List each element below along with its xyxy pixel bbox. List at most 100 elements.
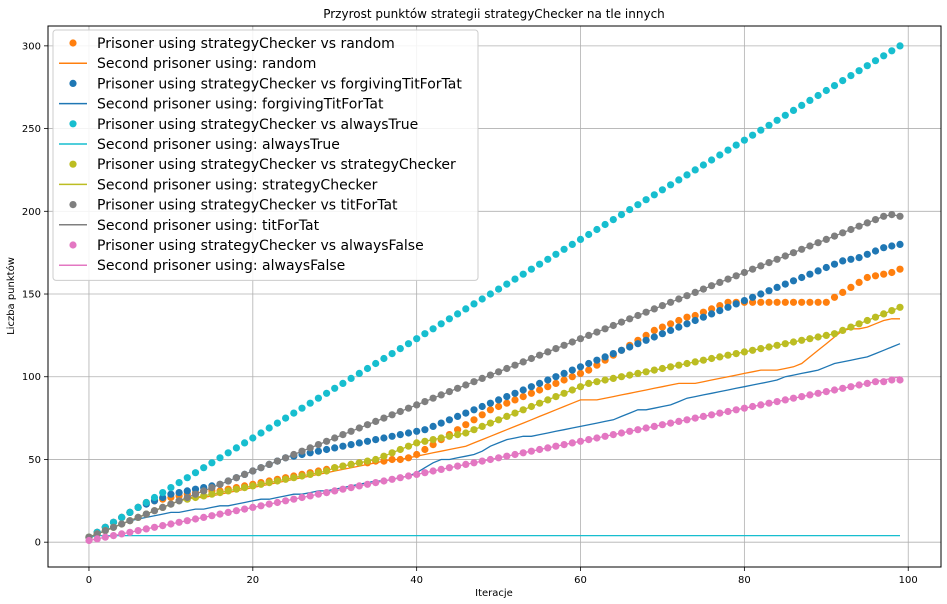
data-point bbox=[224, 508, 232, 516]
data-point bbox=[683, 171, 691, 179]
data-point bbox=[814, 389, 822, 397]
data-point bbox=[257, 429, 265, 437]
data-point bbox=[511, 361, 519, 369]
data-point bbox=[585, 230, 593, 239]
series-line-5 bbox=[88, 534, 900, 538]
data-point bbox=[798, 245, 806, 253]
data-point bbox=[486, 399, 494, 407]
data-point bbox=[396, 445, 404, 454]
data-point bbox=[150, 523, 159, 531]
data-point bbox=[634, 311, 642, 320]
data-point bbox=[323, 437, 331, 445]
data-point bbox=[306, 444, 314, 452]
data-point bbox=[314, 490, 322, 498]
legend-label: Prisoner using strategyChecker vs always… bbox=[97, 117, 418, 133]
data-point bbox=[257, 480, 265, 488]
data-point bbox=[519, 393, 527, 401]
data-point bbox=[667, 363, 675, 371]
data-point bbox=[683, 359, 691, 368]
data-point bbox=[806, 242, 814, 250]
data-point bbox=[200, 464, 208, 472]
data-point bbox=[290, 495, 298, 503]
data-point bbox=[601, 353, 609, 361]
data-point bbox=[757, 345, 765, 353]
y-axis-label: Liczba punktów bbox=[5, 257, 17, 335]
data-point bbox=[888, 376, 896, 384]
data-point bbox=[314, 447, 322, 455]
data-point bbox=[323, 489, 331, 497]
data-point bbox=[609, 216, 617, 224]
data-point bbox=[839, 257, 847, 265]
data-point bbox=[716, 278, 724, 286]
data-point bbox=[388, 449, 396, 457]
data-point bbox=[830, 293, 839, 301]
data-point bbox=[839, 77, 847, 85]
data-point bbox=[404, 429, 413, 437]
data-point bbox=[159, 489, 167, 497]
x-tick-label: 40 bbox=[410, 575, 423, 586]
data-point bbox=[650, 333, 658, 341]
y-tick-label: 50 bbox=[28, 455, 41, 466]
data-point bbox=[839, 326, 847, 334]
data-point bbox=[691, 414, 699, 422]
data-point bbox=[536, 386, 544, 394]
data-point bbox=[372, 479, 380, 487]
data-point bbox=[437, 434, 445, 442]
data-point bbox=[503, 364, 511, 373]
data-point bbox=[183, 517, 191, 525]
legend-item: Second prisoner using: strategyChecker bbox=[59, 177, 378, 193]
data-point bbox=[847, 255, 855, 263]
data-point bbox=[863, 273, 871, 282]
data-point bbox=[437, 391, 445, 399]
data-point bbox=[617, 346, 626, 354]
data-point bbox=[716, 353, 724, 361]
data-point bbox=[257, 502, 265, 510]
data-point bbox=[265, 460, 273, 468]
data-point bbox=[855, 222, 863, 230]
data-point bbox=[724, 298, 732, 306]
data-point bbox=[617, 318, 626, 326]
data-point bbox=[282, 414, 290, 422]
data-point bbox=[413, 470, 421, 478]
data-point bbox=[495, 368, 503, 376]
data-point bbox=[167, 520, 175, 528]
data-point bbox=[339, 379, 347, 387]
data-point bbox=[552, 250, 560, 258]
x-axis: 0 20 40 60 80 100 bbox=[86, 567, 918, 586]
data-point bbox=[445, 315, 453, 323]
data-point bbox=[544, 444, 552, 452]
data-point bbox=[536, 351, 544, 359]
data-point bbox=[552, 373, 560, 381]
data-point bbox=[421, 437, 429, 445]
data-point bbox=[339, 442, 347, 450]
data-point bbox=[626, 343, 634, 351]
data-point bbox=[511, 275, 519, 283]
data-point bbox=[290, 474, 298, 482]
data-point bbox=[724, 146, 732, 154]
data-point bbox=[888, 268, 896, 277]
data-point bbox=[642, 368, 650, 376]
legend-marker bbox=[69, 39, 77, 47]
data-point bbox=[470, 300, 478, 308]
data-point bbox=[355, 459, 363, 467]
legend-marker bbox=[69, 79, 77, 87]
data-point bbox=[363, 457, 372, 465]
data-point bbox=[339, 485, 347, 493]
data-point bbox=[863, 62, 871, 70]
data-point bbox=[519, 358, 527, 366]
data-point bbox=[749, 131, 757, 139]
data-point bbox=[241, 439, 249, 447]
data-point bbox=[413, 427, 421, 435]
data-point bbox=[331, 444, 339, 452]
data-point bbox=[863, 219, 871, 227]
data-point bbox=[830, 232, 839, 240]
data-point bbox=[404, 404, 413, 412]
data-point bbox=[789, 298, 798, 306]
data-point bbox=[822, 388, 830, 396]
data-point bbox=[413, 450, 421, 459]
data-point bbox=[830, 260, 839, 268]
data-point bbox=[200, 513, 208, 522]
legend-label: Prisoner using strategyChecker vs titFor… bbox=[97, 198, 398, 214]
data-point bbox=[740, 404, 749, 412]
